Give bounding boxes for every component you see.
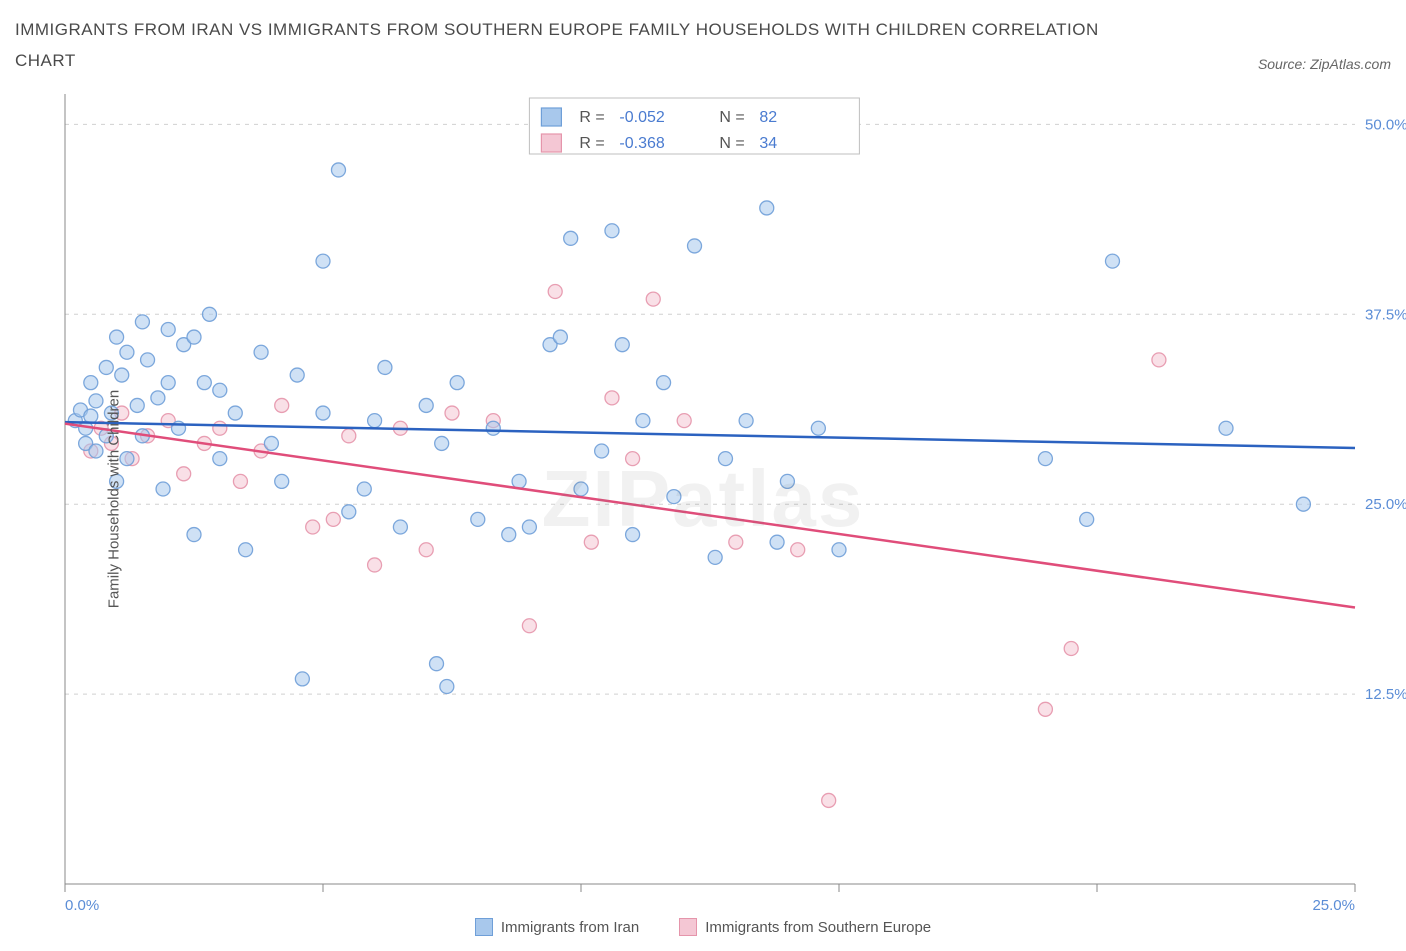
svg-text:25.0%: 25.0% xyxy=(1312,897,1355,914)
y-axis-label: Family Households with Children xyxy=(106,390,123,608)
chart-title: IMMIGRANTS FROM IRAN VS IMMIGRANTS FROM … xyxy=(15,15,1115,76)
svg-text:N =: N = xyxy=(719,109,744,126)
svg-text:25.0%: 25.0% xyxy=(1365,496,1406,513)
source-label: Source: ZipAtlas.com xyxy=(1258,56,1391,76)
svg-text:0.0%: 0.0% xyxy=(65,897,99,914)
legend-label-b: Immigrants from Southern Europe xyxy=(705,919,931,936)
legend-item-b: Immigrants from Southern Europe xyxy=(679,918,931,936)
legend-swatch-a xyxy=(475,918,493,936)
legend-item-a: Immigrants from Iran xyxy=(475,918,639,936)
svg-text:37.5%: 37.5% xyxy=(1365,306,1406,323)
legend-bottom: Immigrants from Iran Immigrants from Sou… xyxy=(15,918,1391,936)
svg-text:50.0%: 50.0% xyxy=(1365,117,1406,134)
svg-text:82: 82 xyxy=(759,109,777,126)
legend-swatch-b xyxy=(679,918,697,936)
svg-text:12.5%: 12.5% xyxy=(1365,686,1406,703)
svg-text:N =: N = xyxy=(719,135,744,152)
svg-text:-0.052: -0.052 xyxy=(619,109,664,126)
svg-text:34: 34 xyxy=(759,135,777,152)
svg-text:R =: R = xyxy=(579,109,604,126)
scatter-chart: 12.5% 25.0% 37.5% 50.0% 0.0% 25.0% R = -0.052 N … xyxy=(15,84,1406,914)
legend-label-a: Immigrants from Iran xyxy=(501,919,639,936)
chart-container: Family Households with Children ZIPatlas… xyxy=(15,84,1391,914)
svg-text:R =: R = xyxy=(579,135,604,152)
svg-text:-0.368: -0.368 xyxy=(619,135,664,152)
